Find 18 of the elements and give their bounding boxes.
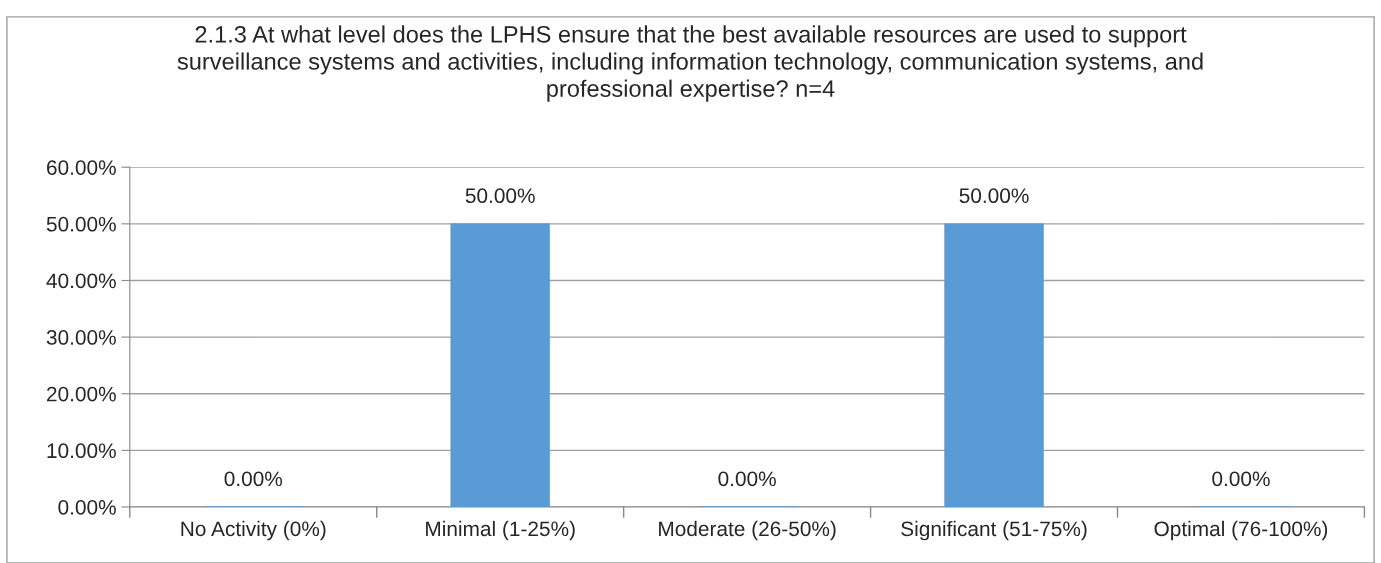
y-tick-label: 50.00% xyxy=(46,216,116,232)
y-tick-label: 20.00% xyxy=(47,386,116,402)
data-label: 0.00% xyxy=(1212,471,1270,487)
data-label: 0.00% xyxy=(718,471,776,487)
chart-title: 2.1.3 At what level does the LPHS ensure that the best available resources are used to support surveillance systems and activities, including information technology, communication systems, and professional expertise? n=4 xyxy=(177,25,1203,102)
x-tick-label: No Activity (0%) xyxy=(181,520,326,541)
y-tick-label: 60.00% xyxy=(47,160,116,175)
x-tick-label: Minimal (1-25%) xyxy=(426,520,575,541)
x-tick-label: Significant (51-75%) xyxy=(901,520,1087,541)
data-label: 50.00% xyxy=(465,188,535,204)
y-tick-label: 10.00% xyxy=(47,443,116,459)
x-tick-label: Optimal (76-100%) xyxy=(1154,520,1328,541)
data-label: 50.00% xyxy=(959,188,1029,204)
x-tick-label: Moderate (26-50%) xyxy=(659,520,836,541)
y-tick-label: 30.00% xyxy=(46,330,116,345)
y-tick-label: 40.00% xyxy=(46,273,116,289)
y-tick-label: 0.00% xyxy=(58,499,116,515)
data-label: 0.00% xyxy=(224,471,283,487)
